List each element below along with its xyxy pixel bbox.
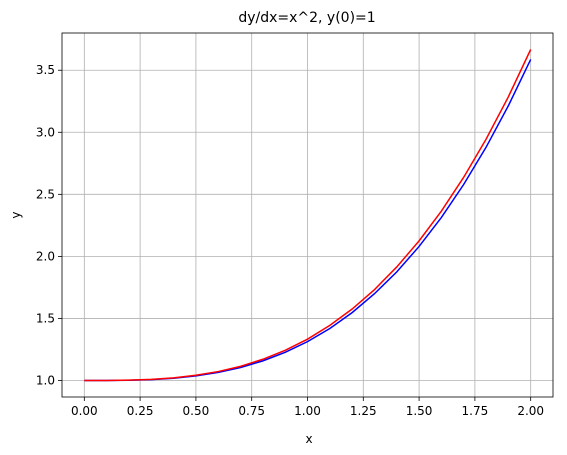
x-tick-label: 0.75 — [238, 404, 265, 418]
x-tick-label: 0.50 — [183, 404, 210, 418]
x-tick-label: 0.00 — [71, 404, 98, 418]
x-tick-label: 1.50 — [406, 404, 433, 418]
y-tick-label: 1.5 — [36, 311, 55, 325]
y-tick-label: 3.5 — [36, 63, 55, 77]
x-axis-label: x — [305, 432, 312, 446]
x-tick-label: 1.75 — [462, 404, 489, 418]
chart-title: dy/dx=x^2, y(0)=1 — [238, 10, 375, 26]
x-tick-label: 2.00 — [517, 404, 544, 418]
y-tick-label: 1.0 — [36, 373, 55, 387]
y-axis-label: y — [9, 211, 23, 218]
x-tick-label: 1.25 — [350, 404, 377, 418]
x-tick-label: 1.00 — [294, 404, 321, 418]
y-tick-label: 3.0 — [36, 125, 55, 139]
line — [84, 49, 532, 382]
plot-frame — [61, 32, 554, 398]
y-tick-label: 2.0 — [36, 249, 55, 263]
x-tick-label: 0.25 — [127, 404, 154, 418]
y-tick-label: 2.5 — [36, 187, 55, 201]
